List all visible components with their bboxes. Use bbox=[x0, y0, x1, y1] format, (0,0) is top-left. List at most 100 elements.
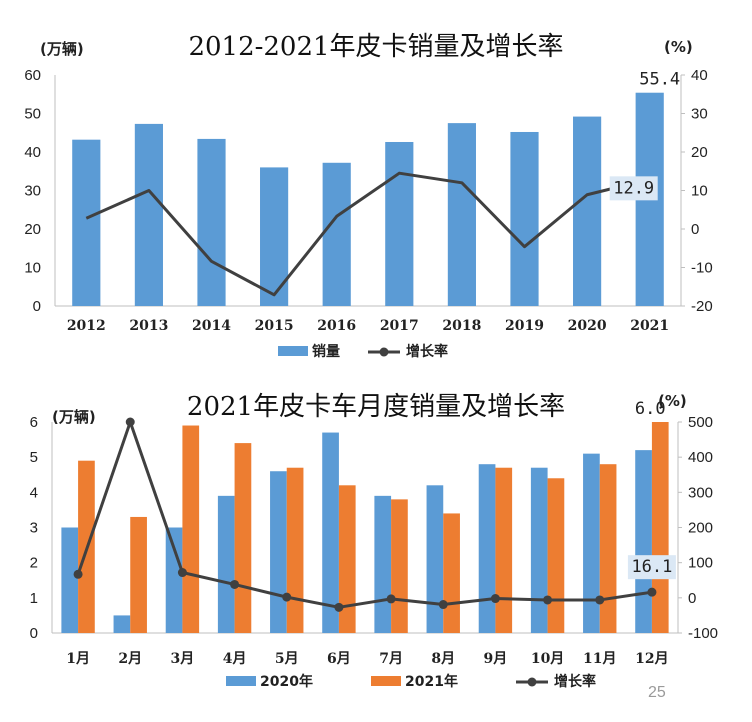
page-number: 25 bbox=[648, 684, 666, 701]
right-tick-label: -20 bbox=[691, 298, 713, 315]
left-tick-label: 6 bbox=[30, 414, 38, 431]
left-tick-label: 30 bbox=[24, 183, 41, 200]
bar-2020年 bbox=[478, 464, 496, 633]
bar-2021年 bbox=[443, 513, 460, 633]
right-tick-label: 400 bbox=[688, 449, 713, 466]
legend-swatch-2020年 bbox=[226, 676, 256, 686]
left-tick-label: 40 bbox=[24, 144, 41, 161]
bar-2020年 bbox=[270, 471, 287, 633]
bar-销量 bbox=[510, 131, 539, 306]
data-label: 55.4 bbox=[639, 70, 680, 90]
category-label: 12月 bbox=[635, 651, 668, 667]
bar-2021年 bbox=[130, 516, 147, 633]
legend-label: 销量 bbox=[312, 343, 340, 360]
category-label: 10月 bbox=[531, 651, 564, 667]
bar-2021年 bbox=[651, 422, 669, 633]
bar-2020年 bbox=[217, 495, 235, 633]
bar-2021年 bbox=[547, 478, 565, 633]
right-tick-label: 200 bbox=[688, 520, 713, 537]
right-tick-label: 0 bbox=[688, 590, 696, 607]
line-point-增长率 bbox=[647, 587, 657, 597]
category-label: 2018 bbox=[442, 318, 481, 334]
data-label: 6.0 bbox=[635, 399, 666, 419]
bar-销量 bbox=[385, 141, 414, 306]
left-tick-label: 3 bbox=[30, 520, 38, 537]
bar-2020年 bbox=[635, 450, 652, 633]
bar-2021年 bbox=[234, 443, 252, 633]
line-point-增长率 bbox=[438, 600, 448, 610]
line-增长率 bbox=[85, 171, 651, 297]
bar-2020年 bbox=[583, 453, 600, 633]
category-label: 3月 bbox=[171, 651, 195, 667]
category-label: 2017 bbox=[380, 318, 419, 334]
data-label: 12.9 bbox=[613, 178, 654, 198]
category-label: 2021 bbox=[630, 318, 669, 334]
chart-monthly-pickup-sales: 2021年皮卡车月度销量及增长率 (万辆) (%) 0 1 2 3 4 5 6 -100 0 10… bbox=[0, 380, 752, 690]
line-point-增长率 bbox=[334, 602, 344, 612]
right-tick-label: 10 bbox=[691, 183, 708, 200]
bar-销量 bbox=[72, 139, 101, 306]
line-point-增长率 bbox=[73, 569, 83, 579]
category-label: 2019 bbox=[505, 318, 544, 334]
bar-2021年 bbox=[495, 467, 513, 633]
category-label: 7月 bbox=[379, 651, 403, 667]
left-tick-label: 0 bbox=[33, 298, 41, 315]
bar-2020年 bbox=[322, 432, 339, 633]
bar-2020年 bbox=[426, 485, 444, 633]
bar-销量 bbox=[573, 116, 602, 306]
bar-2020年 bbox=[165, 527, 183, 633]
legend-swatch-2021年 bbox=[371, 676, 401, 686]
bar-2021年 bbox=[391, 499, 408, 633]
bar-2021年 bbox=[286, 467, 304, 633]
left-tick-label: 5 bbox=[30, 449, 38, 466]
category-label: 2020 bbox=[568, 318, 607, 334]
category-label: 4月 bbox=[223, 651, 247, 667]
line-point-增长率 bbox=[282, 592, 292, 602]
bar-2020年 bbox=[61, 527, 79, 633]
right-tick-label: 40 bbox=[691, 67, 708, 84]
chart-plot: 0 10 20 30 40 50 60 -20 -10 0 10 20 30 40 2012 2013 2014… bbox=[24, 67, 713, 360]
left-tick-label: 2 bbox=[30, 555, 38, 572]
left-tick-label: 4 bbox=[30, 484, 38, 501]
right-axis-unit: (%) bbox=[658, 392, 687, 410]
legend-label: 2020年 bbox=[260, 673, 313, 690]
line-point-增长率 bbox=[595, 595, 605, 605]
right-tick-label: 20 bbox=[691, 144, 708, 161]
bar-2021年 bbox=[599, 464, 617, 633]
legend-marker bbox=[527, 677, 537, 687]
category-label: 2016 bbox=[317, 318, 356, 334]
right-tick-label: -100 bbox=[688, 625, 718, 642]
chart-annual-pickup-sales: 2012-2021年皮卡销量及增长率 (万辆) (%) 0 10 20 30 40 50 6… bbox=[24, 32, 713, 360]
right-tick-label: -10 bbox=[691, 260, 713, 277]
bar-2021年 bbox=[182, 425, 200, 633]
category-label: 11月 bbox=[583, 651, 616, 667]
left-axis-unit: (万辆) bbox=[40, 40, 84, 58]
left-axis-unit: (万辆) bbox=[52, 408, 96, 426]
bar-2020年 bbox=[113, 615, 131, 633]
left-tick-label: 50 bbox=[24, 106, 41, 123]
line-point-增长率 bbox=[230, 579, 240, 589]
bar-销量 bbox=[197, 138, 226, 306]
line-point-增长率 bbox=[125, 417, 135, 427]
legend-label: 2021年 bbox=[405, 673, 458, 690]
bar-2020年 bbox=[530, 467, 548, 633]
category-label: 2015 bbox=[255, 318, 294, 334]
line-point-增长率 bbox=[490, 594, 500, 604]
right-tick-label: 0 bbox=[691, 221, 699, 238]
line-增长率 bbox=[76, 420, 653, 609]
category-label: 2月 bbox=[118, 651, 142, 667]
chart-plot: 0 1 2 3 4 5 6 -100 0 100 200 300 400 500 1月 2月 3月 4月 5月 6月 7… bbox=[30, 399, 718, 690]
category-label: 9月 bbox=[484, 651, 508, 667]
legend-swatch-销量 bbox=[278, 346, 308, 356]
right-tick-label: 100 bbox=[688, 555, 713, 572]
left-tick-label: 10 bbox=[24, 260, 41, 277]
bar-销量 bbox=[134, 123, 163, 307]
legend-marker bbox=[379, 347, 389, 357]
left-tick-label: 0 bbox=[30, 625, 38, 642]
left-tick-label: 20 bbox=[24, 221, 41, 238]
bar-销量 bbox=[447, 123, 476, 306]
category-label: 6月 bbox=[327, 651, 351, 667]
legend-label: 增长率 bbox=[554, 673, 596, 690]
data-label: 16.1 bbox=[631, 557, 672, 577]
line-point-增长率 bbox=[386, 594, 396, 604]
